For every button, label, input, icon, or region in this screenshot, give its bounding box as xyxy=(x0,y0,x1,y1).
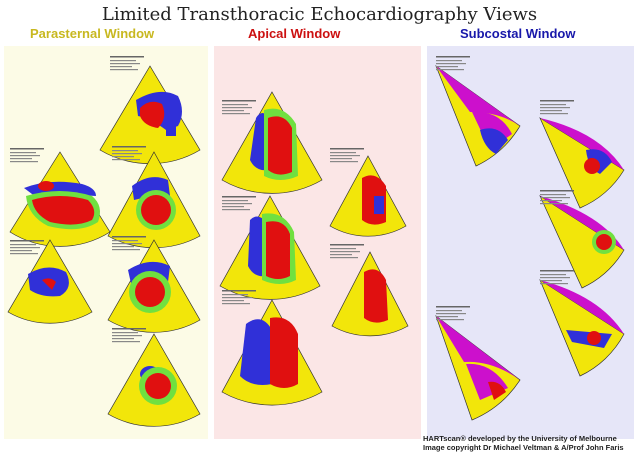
apical-two-chamber-view xyxy=(329,155,407,237)
parasternal-short-axis-mitral-view xyxy=(107,239,201,333)
credit-line-2: Image copyright Dr Michael Veltman & A/P… xyxy=(423,443,624,452)
credit-line-1: HARTscan® developed by the University of… xyxy=(423,434,617,443)
apical-five-chamber-view xyxy=(219,195,321,300)
subcostal-rv-view xyxy=(539,279,625,377)
subcostal-short-axis-view xyxy=(539,117,625,209)
parasternal-long-axis-view xyxy=(9,151,111,247)
parasternal-rv-inflow-view xyxy=(7,239,93,324)
subcostal-four-chamber-view xyxy=(435,65,521,167)
page-title: Limited Transthoracic Echocardiography V… xyxy=(101,4,538,25)
apical-rv-focused-view xyxy=(221,299,323,406)
apical-window-title: Apical Window xyxy=(248,26,341,41)
apical-four-chamber-view xyxy=(221,91,323,194)
parasternal-rvot-view xyxy=(99,65,201,164)
parasternal-short-axis-aortic-view xyxy=(107,151,201,249)
parasternal-window-title: Parasternal Window xyxy=(30,26,155,41)
subcostal-ivc-long-view xyxy=(435,315,521,421)
parasternal-short-axis-papillary-view xyxy=(107,333,201,427)
subcostal-ivc-view xyxy=(539,195,625,289)
subcostal-window-title: Subcostal Window xyxy=(460,26,576,41)
apical-three-chamber-view xyxy=(331,251,409,337)
